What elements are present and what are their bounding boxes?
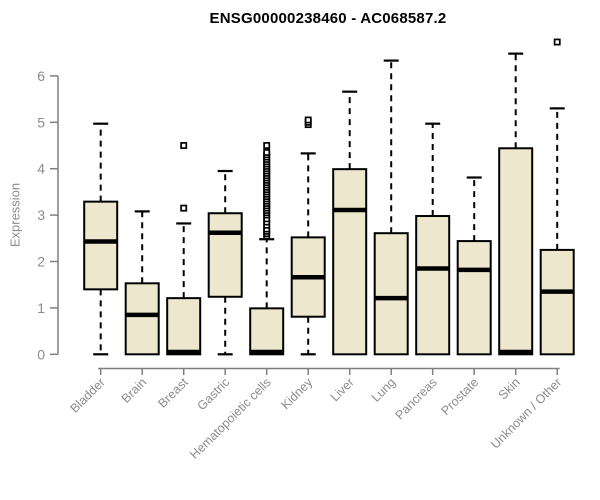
box-gastric	[207, 169, 243, 356]
x-tick-label: Kidney	[278, 375, 315, 412]
iqr-box	[332, 168, 368, 356]
x-tick-label: Unknown / Other	[488, 375, 564, 451]
box-lung	[373, 59, 409, 356]
outlier-point	[304, 116, 312, 124]
y-tick-label: 2	[37, 254, 45, 270]
box-skin	[498, 52, 534, 356]
box-pancreas	[415, 122, 451, 356]
x-tick-label: Hematopoietic cells	[187, 375, 274, 462]
y-axis: 0 1 2 3 4 5 6	[37, 68, 59, 362]
iqr-box	[166, 297, 202, 356]
x-tick-label: Gastric	[194, 375, 232, 413]
y-tick-label: 3	[37, 207, 45, 223]
x-tick-label: Pancreas	[393, 375, 440, 422]
iqr-box	[207, 212, 243, 298]
y-tick-label: 1	[37, 300, 45, 316]
box-prostate	[456, 176, 492, 356]
iqr-box	[83, 200, 119, 291]
box-liver	[332, 90, 368, 356]
box-bladder	[83, 122, 119, 356]
outlier-point	[180, 204, 188, 212]
box-hematopoietic-cells	[249, 142, 285, 356]
y-tick-label: 5	[37, 114, 45, 130]
x-tick-label: Breast	[155, 375, 191, 411]
x-tick-label: Prostate	[438, 375, 481, 418]
iqr-box	[124, 282, 160, 356]
iqr-box	[249, 307, 285, 356]
box-unknown-other	[539, 38, 575, 356]
x-tick-label: Brain	[119, 375, 150, 406]
box-kidney	[290, 116, 326, 356]
iqr-box	[498, 147, 534, 356]
y-tick-label: 6	[37, 68, 45, 84]
iqr-box	[539, 248, 575, 356]
box-brain	[124, 210, 160, 356]
iqr-box	[415, 215, 451, 356]
x-tick-label: Lung	[369, 375, 399, 405]
x-tick-label: Bladder	[67, 375, 107, 415]
y-tick-label: 0	[37, 346, 45, 362]
x-tick-label: Skin	[496, 375, 523, 402]
iqr-box	[456, 240, 492, 356]
chart-title: ENSG00000238460 - AC068587.2	[209, 10, 447, 27]
outlier-point	[263, 142, 271, 149]
outlier-point	[553, 38, 561, 46]
y-tick-label: 4	[37, 161, 45, 177]
box-breast	[166, 142, 202, 356]
iqr-box	[373, 232, 409, 356]
outlier-point	[263, 149, 271, 156]
outlier-point	[180, 142, 188, 149]
x-tick-label: Liver	[328, 375, 357, 404]
